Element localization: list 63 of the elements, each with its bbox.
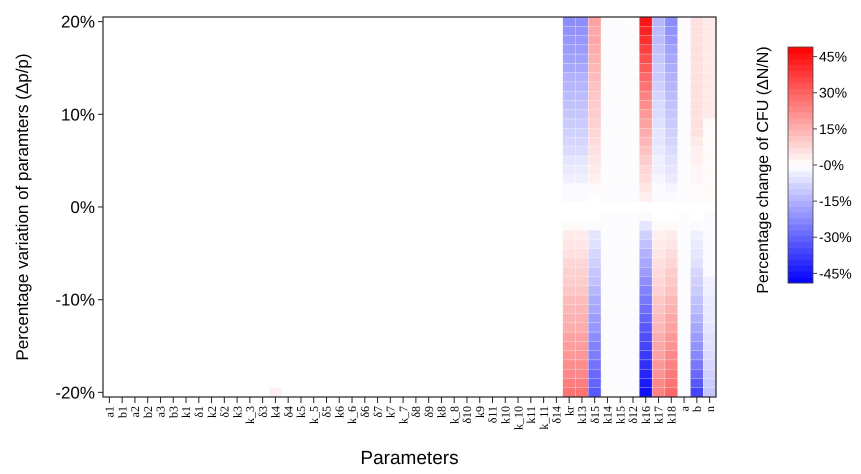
x-tick-label: δ3 [256, 406, 270, 418]
x-tick-label: k9 [472, 406, 487, 418]
x-tick-label: k10 [498, 406, 512, 424]
x-tick-label: k4 [268, 406, 283, 418]
color-bar-label: 15% [819, 120, 848, 137]
x-tick-label: k15 [613, 406, 628, 424]
y-tick-label: 10% [60, 105, 95, 124]
color-bar-title: Percentage change of CFU (ΔN/N) [755, 46, 772, 294]
x-tick-label: k11 [524, 406, 538, 424]
x-tick-label: k_5 [306, 406, 321, 424]
y-axis-title: Percentage variation of paramters (Δp/p) [13, 53, 32, 361]
x-tick-label: a [677, 405, 692, 412]
x-tick-label: k_7 [396, 406, 410, 424]
x-tick-label: δ10 [460, 406, 474, 424]
x-tick-label: n [702, 406, 717, 412]
y-tick-label: -20% [55, 383, 95, 402]
y-tick-label: 20% [60, 12, 95, 32]
x-tick-label: b2 [140, 406, 155, 418]
color-bar-label: 30% [819, 84, 848, 101]
x-tick-label: k17 [652, 406, 666, 424]
y-tick-label: 0% [70, 198, 95, 217]
x-tick-label: k14 [600, 406, 615, 424]
color-bar-label: -30% [819, 229, 852, 246]
x-tick-label: δ5 [320, 406, 334, 418]
x-tick-label: k13 [575, 406, 590, 424]
x-tick-label: a1 [102, 406, 117, 418]
color-bar-label: -0% [819, 156, 844, 173]
x-tick-label: δ4 [281, 406, 296, 418]
x-tick-label: b3 [166, 406, 180, 418]
x-tick-label: δ7 [370, 406, 385, 418]
color-bar-label: 45% [819, 48, 848, 65]
x-axis-title: Parameters [360, 448, 459, 469]
x-tick-label: δ11 [486, 406, 500, 424]
x-tick-label: k8 [434, 406, 449, 418]
x-tick-label: k3 [230, 406, 244, 418]
x-tick-label: δ12 [626, 406, 640, 424]
x-tick-label: δ14 [550, 406, 564, 424]
x-tick-label: δ15 [588, 406, 602, 424]
x-tick-label: a3 [154, 406, 168, 418]
x-tick-label: k_10 [511, 406, 526, 430]
x-tick-label: k16 [638, 406, 653, 424]
x-tick-label: k2 [204, 406, 219, 418]
x-tick-label: δ6 [358, 406, 372, 418]
x-tick-label: k_3 [243, 406, 258, 424]
color-bar-label: -45% [819, 265, 852, 282]
x-tick-label: a2 [128, 406, 142, 418]
x-tick-label: k18 [664, 406, 678, 424]
x-tick-label: k6 [332, 406, 346, 418]
x-tick-label: b [690, 406, 704, 412]
x-tick-label: kr [562, 406, 576, 416]
x-tick-label: k_6 [345, 406, 360, 424]
x-tick-label: δ2 [218, 406, 232, 418]
x-tick-label: δ8 [409, 406, 424, 418]
x-tick-label: k7 [384, 406, 398, 418]
x-tick-label: k1 [179, 406, 194, 418]
color-bar-label: -15% [819, 193, 852, 210]
y-tick-label: -10% [55, 290, 95, 310]
x-tick-label: k_11 [536, 406, 551, 430]
x-tick-label: b1 [115, 406, 130, 418]
x-tick-label: k_8 [447, 406, 462, 424]
x-tick-label: k5 [294, 406, 308, 418]
x-tick-label: δ9 [422, 406, 436, 418]
x-tick-label: δ1 [192, 406, 206, 418]
